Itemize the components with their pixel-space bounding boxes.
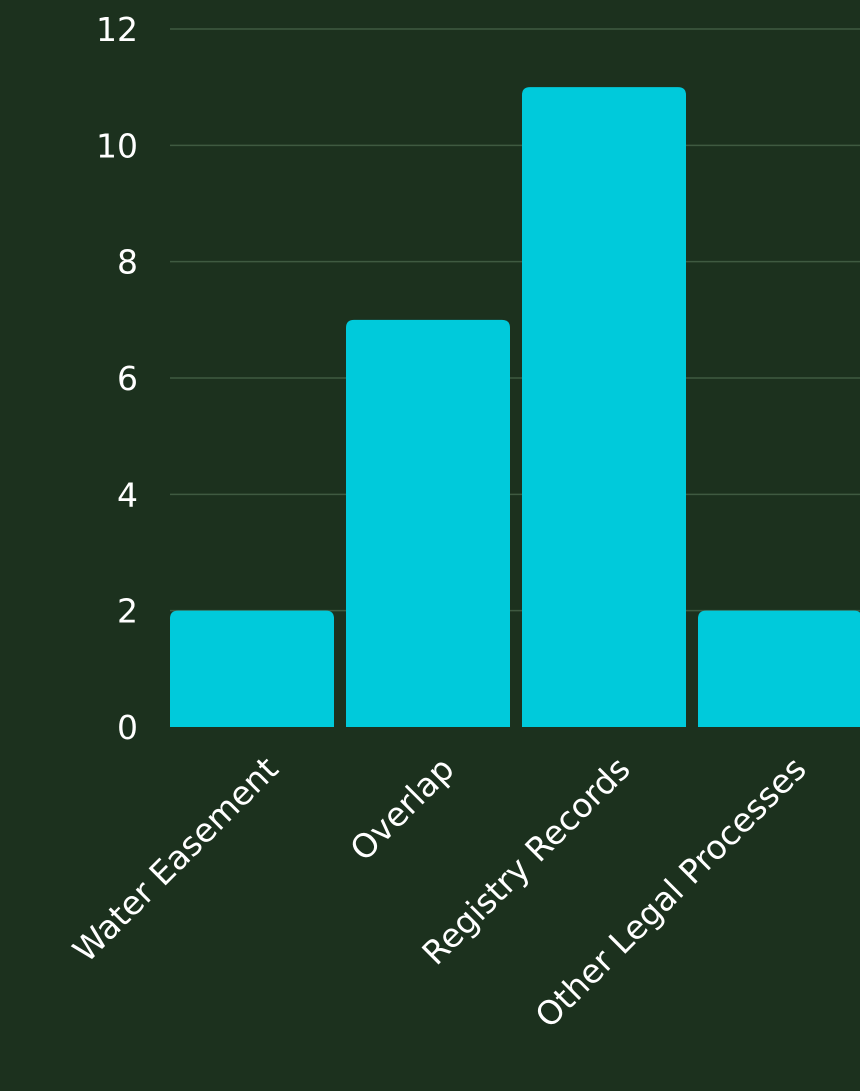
y-tick-label: 8 (117, 243, 138, 282)
y-tick-label: 0 (117, 708, 138, 747)
bar-other-legal-processes (698, 610, 860, 727)
y-tick-label: 6 (117, 359, 138, 398)
y-tick-label: 4 (117, 475, 138, 514)
bar-registry-records (522, 87, 686, 727)
bars (170, 87, 860, 727)
bar-overlap (346, 319, 510, 727)
gridlines (170, 28, 860, 612)
y-tick-label: 10 (96, 126, 138, 165)
y-axis-ticks: 0 2 4 6 8 10 12 (96, 10, 138, 747)
y-tick-label: 12 (96, 10, 138, 49)
x-tick-label: Overlap (342, 749, 461, 868)
bar-water-easement (170, 610, 334, 727)
y-tick-label: 2 (117, 592, 138, 631)
x-tick-label: Water Easement (65, 749, 286, 970)
